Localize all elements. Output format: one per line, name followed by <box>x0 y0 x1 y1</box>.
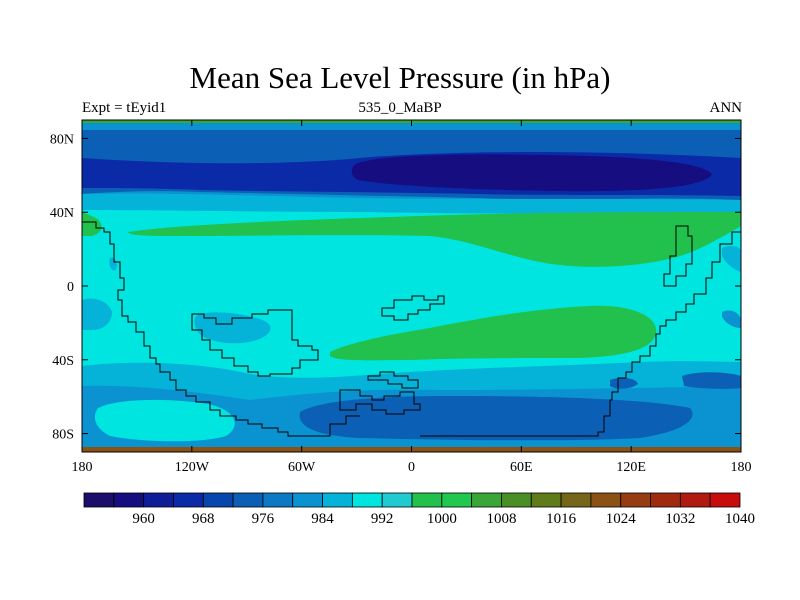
coastline-east-continent <box>420 231 741 437</box>
colorbar-swatch <box>143 492 174 508</box>
colorbar-swatch <box>232 492 264 508</box>
south-patch-left <box>94 399 235 442</box>
x-tick-label: 60E <box>510 460 533 475</box>
period-label: 535_0_MaBP <box>358 100 442 116</box>
coastline-southern-islands <box>339 389 421 415</box>
north-subtropical-high <box>128 212 741 267</box>
colorbar-label: 1032 <box>665 511 695 527</box>
tropical-patch-3 <box>722 245 741 272</box>
colorbar-swatch <box>709 492 741 508</box>
x-tick-label: 120W <box>175 460 210 475</box>
coastline-central-landmass <box>191 309 319 377</box>
colorbar-swatch <box>560 492 592 508</box>
south-patch-right <box>682 372 741 389</box>
colorbar-swatch <box>292 492 323 508</box>
south-patch-coast <box>610 377 638 389</box>
colorbar-swatch <box>411 492 443 508</box>
colorbar-swatch <box>262 492 294 508</box>
chart-title: Mean Sea Level Pressure (in hPa) <box>189 60 611 95</box>
south-subtropical-high <box>330 305 657 361</box>
colorbar-swatch <box>471 492 502 508</box>
coastline-southern-island-2 <box>367 371 419 389</box>
south-patch-east <box>722 310 741 328</box>
x-tick-label: 120E <box>616 460 646 475</box>
colorbar-label: 960 <box>132 511 155 527</box>
colorbar-swatch <box>351 492 383 508</box>
coastline-equatorial-island <box>381 295 445 321</box>
y-tick-label: 0 <box>67 280 74 295</box>
coastline-west-continent <box>82 221 360 437</box>
colorbar-label: 1040 <box>725 511 755 527</box>
colorbar-swatch <box>322 492 353 508</box>
experiment-label: Expt = tEyid1 <box>82 100 167 116</box>
colorbar: 960 968 976 984 992 1000 1008 1016 1024 1032 1040 <box>83 492 755 527</box>
y-tick-label: 40S <box>52 354 74 369</box>
coastline-east-peninsula <box>663 225 693 287</box>
colorbar-label: 1024 <box>606 511 637 527</box>
colorbar-label: 976 <box>252 511 275 527</box>
axis-ticks: 180 120W 60W 0 60E 120E 180 80N 40N 0 40S 80S <box>50 120 752 475</box>
x-tick-label: 180 <box>731 460 752 475</box>
south-low-band <box>299 396 693 441</box>
x-tick-label: 60W <box>288 460 316 475</box>
x-tick-label: 0 <box>408 460 415 475</box>
pressure-field <box>82 120 741 452</box>
colorbar-swatch <box>501 492 532 508</box>
x-tick-label: 180 <box>72 460 93 475</box>
y-tick-label: 80N <box>50 132 74 147</box>
colorbar-swatch <box>202 492 234 508</box>
colorbar-label: 992 <box>371 511 394 527</box>
colorbar-swatch <box>113 492 145 508</box>
colorbar-label: 1008 <box>486 511 516 527</box>
season-label: ANN <box>709 100 743 116</box>
colorbar-swatch <box>83 492 115 508</box>
north-subtropical-high-west <box>82 212 102 236</box>
north-mid-band <box>82 193 741 214</box>
tropical-patch-2 <box>194 312 271 344</box>
colorbar-label: 1016 <box>546 511 577 527</box>
coastlines <box>82 221 741 437</box>
colorbar-label: 984 <box>311 511 334 527</box>
colorbar-swatch <box>590 492 622 508</box>
tropical-patch-4 <box>109 257 117 271</box>
colorbar-label: 1000 <box>427 511 457 527</box>
colorbar-swatch <box>441 492 473 508</box>
colorbar-swatch <box>650 492 681 508</box>
colorbar-label: 968 <box>192 511 215 527</box>
colorbar-swatch <box>381 492 413 508</box>
north-low-core <box>351 154 712 192</box>
colorbar-swatch <box>530 492 562 508</box>
colorbar-swatch <box>679 492 711 508</box>
tropical-patch-1 <box>82 298 112 330</box>
colorbar-swatch <box>173 492 204 508</box>
y-tick-label: 80S <box>52 428 74 443</box>
colorbar-swatch <box>620 492 651 508</box>
y-tick-label: 40N <box>50 206 74 221</box>
